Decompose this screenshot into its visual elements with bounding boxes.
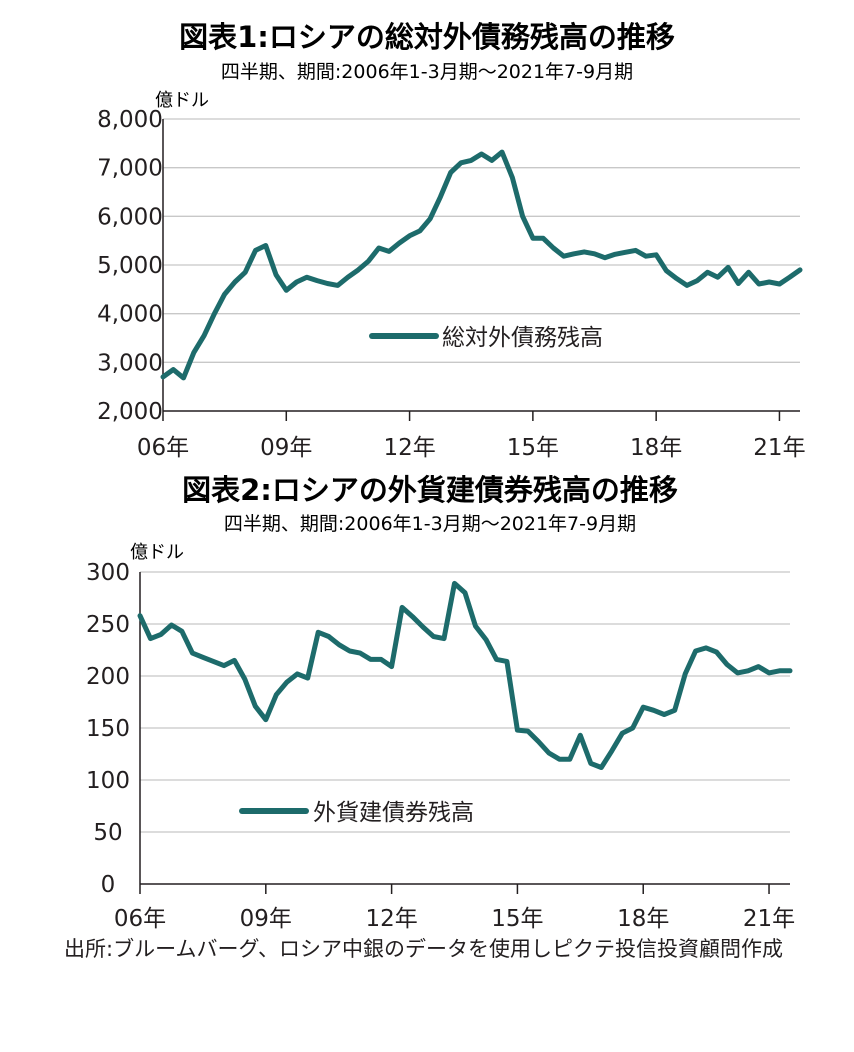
chart1-x-tick-label: 21年 xyxy=(753,435,805,461)
chart2-series-line xyxy=(137,580,793,770)
chart1-y-tick-label: 2,000 xyxy=(97,399,163,425)
chart2-y-tick-label: 0 xyxy=(101,872,116,898)
chart2-y-tick-label: 250 xyxy=(86,612,130,638)
chart2-y-tick-label: 50 xyxy=(93,820,122,846)
chart1-y-tick-label: 4,000 xyxy=(97,302,163,328)
chart2-y-unit: 億ドル xyxy=(130,542,184,563)
chart1-subtitle: 四半期、期間:2006年1-3月期～2021年7-9月期 xyxy=(221,61,633,83)
chart1-y-tick-label: 8,000 xyxy=(97,107,163,133)
chart1-x-tick-label: 15年 xyxy=(507,435,559,461)
chart2-plot: 300 250 200 150 100 50 0 06年 09年 12年 15年 18年 21年 外貨建債… xyxy=(86,560,795,932)
chart2-y-tick-label: 100 xyxy=(86,768,130,794)
chart1-x-tick-label: 18年 xyxy=(630,435,682,461)
chart1-title: 図表1:ロシアの総対外債務残高の推移 xyxy=(179,20,675,54)
chart1-x-tick-label: 12年 xyxy=(383,435,435,461)
chart1-x-tick-label: 06年 xyxy=(137,435,189,461)
chart2-x-tick-label: 15年 xyxy=(491,906,543,932)
chart2-legend-label: 外貨建債券残高 xyxy=(313,800,474,826)
source-note: 出所:ブルームバーグ、ロシア中銀のデータを使用しピクテ投信投資顧問作成 xyxy=(64,937,783,961)
chart1-y-unit: 億ドル xyxy=(155,90,209,111)
chart1-legend-label: 総対外債務残高 xyxy=(442,325,603,351)
chart2-x-tick-label: 09年 xyxy=(240,906,292,932)
chart1-x-tick-label: 09年 xyxy=(260,435,312,461)
chart2-y-tick-label: 300 xyxy=(86,560,130,586)
chart2-x-tick-label: 18年 xyxy=(617,906,669,932)
chart2-x-tick-label: 12年 xyxy=(365,906,417,932)
chart1-plot: 8,000 7,000 6,000 5,000 4,000 3,000 2,000 06年 09… xyxy=(97,107,806,461)
chart2-x-tick-label: 06年 xyxy=(114,906,166,932)
chart1-y-tick-label: 7,000 xyxy=(97,156,163,182)
chart1-y-tick-label: 5,000 xyxy=(97,253,163,279)
chart1-y-tick-label: 3,000 xyxy=(97,350,163,376)
chart1-series-line xyxy=(160,149,803,381)
chart2-x-tick-label: 21年 xyxy=(743,906,795,932)
chart1-y-tick-label: 6,000 xyxy=(97,204,163,230)
chart2-y-tick-label: 150 xyxy=(86,716,130,742)
chart2-subtitle: 四半期、期間:2006年1-3月期～2021年7-9月期 xyxy=(224,513,636,535)
chart2-title: 図表2:ロシアの外貨建債券残高の推移 xyxy=(182,473,678,507)
chart2-y-tick-label: 200 xyxy=(86,664,130,690)
